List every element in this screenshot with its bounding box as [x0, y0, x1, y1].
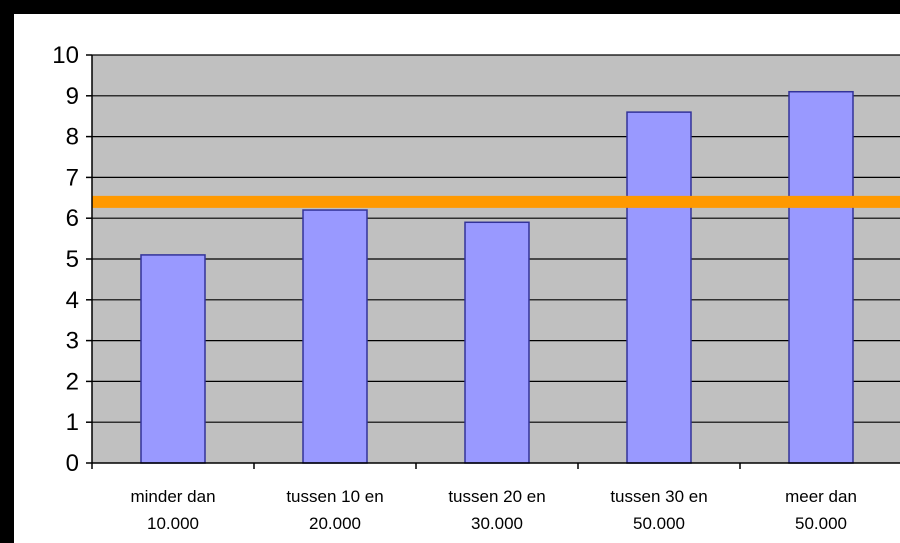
x-tick-label-line: 10.000: [147, 514, 199, 533]
y-tick-label: 10: [52, 42, 79, 69]
bar: [140, 254, 206, 464]
y-tick-label: 1: [66, 409, 79, 436]
x-tick-label: minder dan 10.000: [130, 487, 215, 533]
y-tick-label: 6: [66, 205, 79, 232]
y-tick-label: 3: [66, 328, 79, 355]
bar: [626, 111, 692, 464]
x-tick-label: meer dan 50.000: [785, 487, 857, 533]
bar: [788, 90, 854, 464]
x-tick-label-line: 50.000: [633, 514, 685, 533]
bars: [140, 90, 854, 464]
x-tick-label: tussen 10 en 20.000: [286, 487, 383, 533]
x-tick-label-line: tussen 10 en: [286, 487, 383, 506]
y-tick-label: 7: [66, 164, 79, 191]
axes: [86, 54, 900, 469]
y-tick-label: 5: [66, 246, 79, 273]
x-tick-label-line: tussen 30 en: [610, 487, 707, 506]
x-tick-label: tussen 30 en 50.000: [610, 487, 707, 533]
y-tick-label: 2: [66, 368, 79, 395]
bar: [302, 209, 368, 464]
y-tick-labels: 0 1 2 3 4 5 6 7 8 9 10: [52, 42, 79, 477]
x-tick-label: tussen 20 en 30.000: [448, 487, 545, 533]
y-tick-label: 4: [66, 287, 79, 314]
x-tick-label-line: meer dan: [785, 487, 857, 506]
x-tick-label-line: 30.000: [471, 514, 523, 533]
x-tick-label-line: 20.000: [309, 514, 361, 533]
bar: [464, 221, 530, 464]
x-tick-label-line: tussen 20 en: [448, 487, 545, 506]
x-tick-label-line: minder dan: [130, 487, 215, 506]
y-tick-label: 0: [66, 450, 79, 477]
y-tick-label: 8: [66, 124, 79, 151]
x-tick-label-line: 50.000: [795, 514, 847, 533]
y-tick-label: 9: [66, 83, 79, 110]
